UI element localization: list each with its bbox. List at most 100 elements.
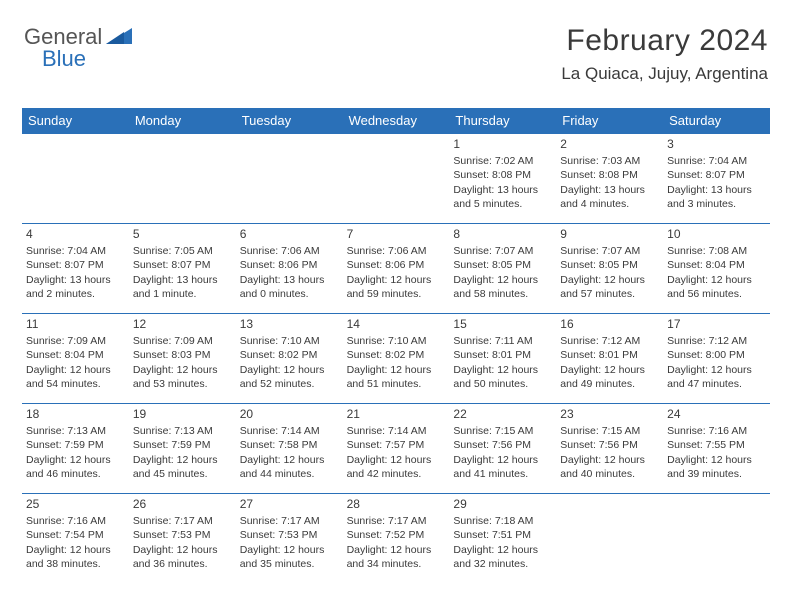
sunset-text: Sunset: 7:59 PM xyxy=(26,438,125,452)
day-number: 5 xyxy=(133,226,232,242)
calendar-cell: 20Sunrise: 7:14 AMSunset: 7:58 PMDayligh… xyxy=(236,403,343,493)
calendar-cell xyxy=(556,493,663,583)
daylight-text: Daylight: 12 hours and 58 minutes. xyxy=(453,273,552,301)
day-header: Tuesday xyxy=(236,108,343,133)
daylight-text: Daylight: 13 hours and 1 minute. xyxy=(133,273,232,301)
sunset-text: Sunset: 7:51 PM xyxy=(453,528,552,542)
calendar-cell xyxy=(343,133,450,223)
logo-text-blue-wrap: Blue xyxy=(42,46,86,72)
daylight-text: Daylight: 12 hours and 46 minutes. xyxy=(26,453,125,481)
day-number: 11 xyxy=(26,316,125,332)
day-number: 12 xyxy=(133,316,232,332)
day-number: 13 xyxy=(240,316,339,332)
daylight-text: Daylight: 12 hours and 42 minutes. xyxy=(347,453,446,481)
sunset-text: Sunset: 7:59 PM xyxy=(133,438,232,452)
calendar-cell: 28Sunrise: 7:17 AMSunset: 7:52 PMDayligh… xyxy=(343,493,450,583)
daylight-text: Daylight: 12 hours and 44 minutes. xyxy=(240,453,339,481)
sunrise-text: Sunrise: 7:13 AM xyxy=(133,424,232,438)
day-number: 27 xyxy=(240,496,339,512)
header-right: February 2024 La Quiaca, Jujuy, Argentin… xyxy=(561,24,768,84)
day-number: 3 xyxy=(667,136,766,152)
sunrise-text: Sunrise: 7:10 AM xyxy=(347,334,446,348)
daylight-text: Daylight: 12 hours and 52 minutes. xyxy=(240,363,339,391)
day-number: 15 xyxy=(453,316,552,332)
calendar-cell: 10Sunrise: 7:08 AMSunset: 8:04 PMDayligh… xyxy=(663,223,770,313)
sunset-text: Sunset: 8:06 PM xyxy=(347,258,446,272)
calendar-cell xyxy=(663,493,770,583)
sunset-text: Sunset: 8:05 PM xyxy=(560,258,659,272)
daylight-text: Daylight: 12 hours and 50 minutes. xyxy=(453,363,552,391)
sunset-text: Sunset: 8:04 PM xyxy=(26,348,125,362)
sunrise-text: Sunrise: 7:16 AM xyxy=(26,514,125,528)
calendar-cell: 11Sunrise: 7:09 AMSunset: 8:04 PMDayligh… xyxy=(22,313,129,403)
calendar-cell: 29Sunrise: 7:18 AMSunset: 7:51 PMDayligh… xyxy=(449,493,556,583)
day-number: 16 xyxy=(560,316,659,332)
logo-triangle-icon xyxy=(106,26,132,49)
day-number: 4 xyxy=(26,226,125,242)
calendar-cell: 26Sunrise: 7:17 AMSunset: 7:53 PMDayligh… xyxy=(129,493,236,583)
sunrise-text: Sunrise: 7:17 AM xyxy=(347,514,446,528)
calendar-cell: 2Sunrise: 7:03 AMSunset: 8:08 PMDaylight… xyxy=(556,133,663,223)
sunrise-text: Sunrise: 7:11 AM xyxy=(453,334,552,348)
sunrise-text: Sunrise: 7:14 AM xyxy=(240,424,339,438)
sunrise-text: Sunrise: 7:04 AM xyxy=(667,154,766,168)
sunset-text: Sunset: 7:54 PM xyxy=(26,528,125,542)
sunset-text: Sunset: 7:56 PM xyxy=(453,438,552,452)
sunrise-text: Sunrise: 7:07 AM xyxy=(560,244,659,258)
sunrise-text: Sunrise: 7:07 AM xyxy=(453,244,552,258)
day-number: 25 xyxy=(26,496,125,512)
daylight-text: Daylight: 12 hours and 57 minutes. xyxy=(560,273,659,301)
calendar-cell xyxy=(129,133,236,223)
day-header: Wednesday xyxy=(343,108,450,133)
sunrise-text: Sunrise: 7:18 AM xyxy=(453,514,552,528)
calendar-cell: 19Sunrise: 7:13 AMSunset: 7:59 PMDayligh… xyxy=(129,403,236,493)
day-number: 6 xyxy=(240,226,339,242)
sunset-text: Sunset: 8:07 PM xyxy=(26,258,125,272)
daylight-text: Daylight: 13 hours and 2 minutes. xyxy=(26,273,125,301)
sunrise-text: Sunrise: 7:16 AM xyxy=(667,424,766,438)
calendar-cell: 14Sunrise: 7:10 AMSunset: 8:02 PMDayligh… xyxy=(343,313,450,403)
sunset-text: Sunset: 8:03 PM xyxy=(133,348,232,362)
calendar-cell: 17Sunrise: 7:12 AMSunset: 8:00 PMDayligh… xyxy=(663,313,770,403)
daylight-text: Daylight: 12 hours and 39 minutes. xyxy=(667,453,766,481)
calendar-cell: 3Sunrise: 7:04 AMSunset: 8:07 PMDaylight… xyxy=(663,133,770,223)
day-header: Sunday xyxy=(22,108,129,133)
day-number: 22 xyxy=(453,406,552,422)
day-header: Thursday xyxy=(449,108,556,133)
daylight-text: Daylight: 12 hours and 41 minutes. xyxy=(453,453,552,481)
sunrise-text: Sunrise: 7:06 AM xyxy=(347,244,446,258)
daylight-text: Daylight: 12 hours and 35 minutes. xyxy=(240,543,339,571)
daylight-text: Daylight: 13 hours and 5 minutes. xyxy=(453,183,552,211)
day-number: 26 xyxy=(133,496,232,512)
sunset-text: Sunset: 7:53 PM xyxy=(240,528,339,542)
daylight-text: Daylight: 13 hours and 0 minutes. xyxy=(240,273,339,301)
calendar-cell: 23Sunrise: 7:15 AMSunset: 7:56 PMDayligh… xyxy=(556,403,663,493)
daylight-text: Daylight: 13 hours and 4 minutes. xyxy=(560,183,659,211)
daylight-text: Daylight: 12 hours and 49 minutes. xyxy=(560,363,659,391)
daylight-text: Daylight: 12 hours and 51 minutes. xyxy=(347,363,446,391)
daylight-text: Daylight: 12 hours and 38 minutes. xyxy=(26,543,125,571)
daylight-text: Daylight: 12 hours and 32 minutes. xyxy=(453,543,552,571)
calendar-cell: 15Sunrise: 7:11 AMSunset: 8:01 PMDayligh… xyxy=(449,313,556,403)
calendar-cell: 4 Sunrise: 7:04 AMSunset: 8:07 PMDaylight… xyxy=(22,223,129,313)
sunset-text: Sunset: 8:08 PM xyxy=(560,168,659,182)
day-header: Friday xyxy=(556,108,663,133)
sunrise-text: Sunrise: 7:06 AM xyxy=(240,244,339,258)
sunrise-text: Sunrise: 7:04 AM xyxy=(26,244,125,258)
day-header: Saturday xyxy=(663,108,770,133)
sunset-text: Sunset: 8:07 PM xyxy=(667,168,766,182)
sunset-text: Sunset: 8:05 PM xyxy=(453,258,552,272)
calendar-cell: 13Sunrise: 7:10 AMSunset: 8:02 PMDayligh… xyxy=(236,313,343,403)
sunrise-text: Sunrise: 7:15 AM xyxy=(453,424,552,438)
calendar-grid: SundayMondayTuesdayWednesdayThursdayFrid… xyxy=(22,108,770,583)
sunrise-text: Sunrise: 7:14 AM xyxy=(347,424,446,438)
calendar-cell xyxy=(236,133,343,223)
calendar-cell: 7Sunrise: 7:06 AMSunset: 8:06 PMDaylight… xyxy=(343,223,450,313)
daylight-text: Daylight: 12 hours and 59 minutes. xyxy=(347,273,446,301)
sunrise-text: Sunrise: 7:13 AM xyxy=(26,424,125,438)
calendar-cell: 16Sunrise: 7:12 AMSunset: 8:01 PMDayligh… xyxy=(556,313,663,403)
day-number: 19 xyxy=(133,406,232,422)
sunrise-text: Sunrise: 7:02 AM xyxy=(453,154,552,168)
calendar-cell xyxy=(22,133,129,223)
calendar-cell: 12Sunrise: 7:09 AMSunset: 8:03 PMDayligh… xyxy=(129,313,236,403)
